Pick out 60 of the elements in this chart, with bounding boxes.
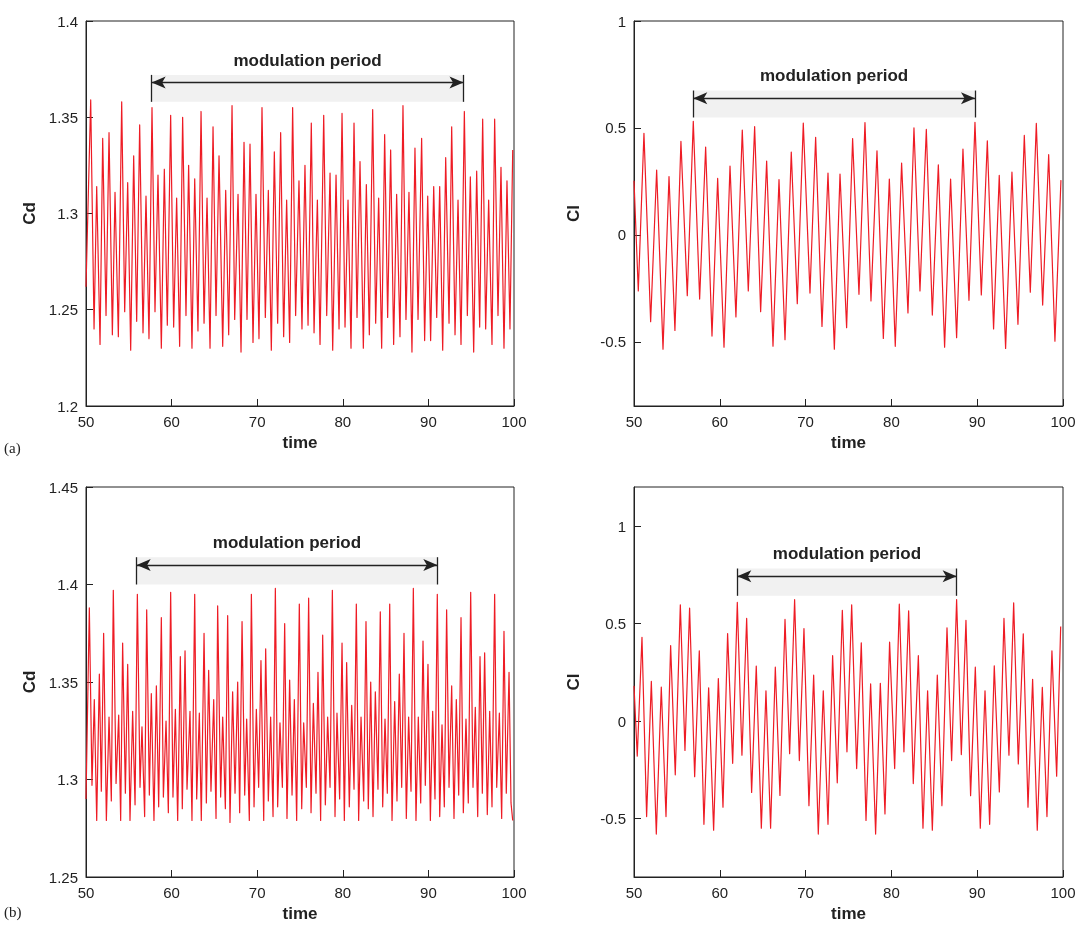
x-tick-label: 90 xyxy=(420,413,437,430)
x-tick-label: 70 xyxy=(797,884,814,901)
x-tick-label: 60 xyxy=(163,884,180,901)
line-series xyxy=(85,99,514,353)
band-label: modulation period xyxy=(759,66,909,86)
y-axis-title: Cd xyxy=(19,202,39,225)
y-tick-label: 1.35 xyxy=(48,108,78,126)
x-tick-label: 80 xyxy=(883,884,900,901)
y-tick-label: 0.5 xyxy=(605,615,626,632)
x-axis-title: time xyxy=(831,432,866,452)
y-tick-label: 1.45 xyxy=(48,478,78,496)
x-tick-label: 90 xyxy=(968,884,986,901)
y-tick-label: -0.5 xyxy=(600,810,626,827)
y-tick-label: 1.4 xyxy=(57,576,78,593)
y-tick-label: 0 xyxy=(617,712,626,730)
x-tick-label: 50 xyxy=(77,884,95,901)
y-tick-label: 1.25 xyxy=(48,868,78,886)
x-tick-label: 60 xyxy=(163,413,180,430)
x-tick-label: 100 xyxy=(1050,884,1076,901)
x-axis-title: time xyxy=(282,903,318,923)
y-axis-title: Cl xyxy=(564,673,583,691)
y-tick-label: 1.25 xyxy=(48,301,78,319)
x-tick-label: 100 xyxy=(501,884,527,901)
y-tick-label: 1.35 xyxy=(48,673,78,691)
x-tick-label: 60 xyxy=(711,884,729,901)
y-tick-label: 1.2 xyxy=(57,397,78,415)
x-tick-label: 80 xyxy=(883,413,900,430)
line-series xyxy=(633,120,1062,350)
x-tick-label: 70 xyxy=(248,413,266,430)
x-tick-label: 50 xyxy=(77,413,95,430)
x-tick-label: 80 xyxy=(334,413,352,430)
x-tick-label: 70 xyxy=(797,413,814,430)
text: (b) xyxy=(4,903,22,921)
x-tick-label: 50 xyxy=(625,413,643,430)
y-tick-label: 0.5 xyxy=(605,119,626,137)
text: (a) xyxy=(4,439,21,457)
y-tick-label: -0.5 xyxy=(600,333,626,351)
y-tick-label: 1 xyxy=(617,12,626,30)
line-series xyxy=(85,587,514,823)
x-axis-title: time xyxy=(282,432,318,452)
y-tick-label: 1 xyxy=(617,517,626,535)
y-tick-label: 0 xyxy=(617,226,626,244)
band-label: modulation period xyxy=(772,544,922,564)
y-axis-title: Cd xyxy=(19,670,39,694)
y-axis-title: Cl xyxy=(564,205,583,222)
line-series xyxy=(633,599,1062,835)
x-axis-title: time xyxy=(831,903,866,923)
x-tick-label: 90 xyxy=(420,884,437,901)
x-tick-label: 100 xyxy=(1050,413,1076,430)
y-tick-label: 1.3 xyxy=(57,205,78,222)
x-tick-label: 50 xyxy=(625,884,643,901)
x-tick-label: 90 xyxy=(968,413,986,430)
x-tick-label: 100 xyxy=(501,413,527,430)
y-tick-label: 1.4 xyxy=(57,12,78,30)
x-tick-label: 70 xyxy=(248,884,266,901)
x-tick-label: 60 xyxy=(711,413,729,430)
band-label: modulation period xyxy=(233,50,382,70)
y-tick-label: 1.3 xyxy=(57,771,78,788)
x-tick-label: 80 xyxy=(334,884,352,901)
band-label: modulation period xyxy=(212,533,362,552)
